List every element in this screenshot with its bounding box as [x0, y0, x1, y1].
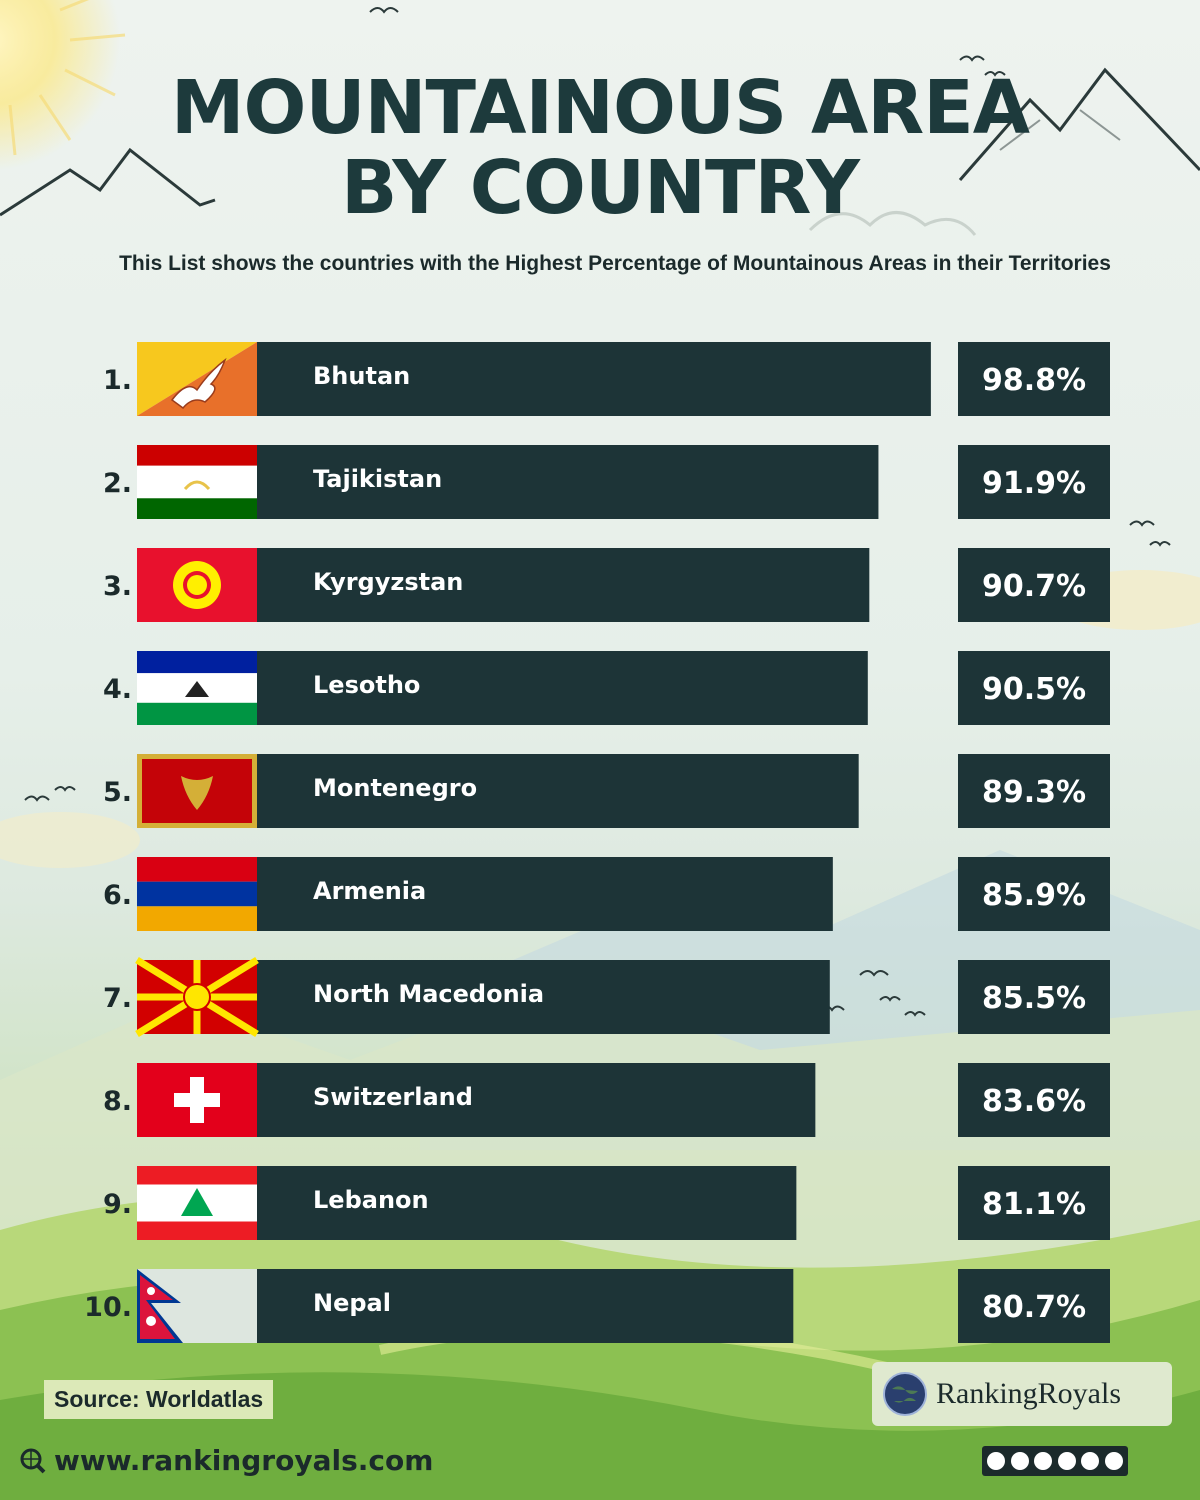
mountain-line-left — [0, 147, 216, 217]
category-label: North Macedonia — [313, 980, 544, 1008]
armenia-flag — [137, 857, 257, 931]
category-label: Lesotho — [313, 671, 420, 699]
rank-label: 4. — [103, 674, 132, 705]
north-macedonia-flag — [135, 957, 259, 1037]
chart-row: 9. Lebanon 81.1% — [103, 1166, 1110, 1240]
montenegro-flag — [137, 754, 257, 828]
chart-row: 4. Lesotho 90.5% — [103, 651, 1110, 725]
globe-logo-icon — [883, 1372, 927, 1416]
chart-row: 7. North Macedonia 85.5% — [103, 957, 1110, 1037]
data-label: 80.7% — [982, 1290, 1086, 1325]
data-label: 90.5% — [982, 672, 1086, 707]
lesotho-flag — [137, 651, 257, 725]
value-box — [958, 342, 1110, 416]
mountain-line-right — [958, 67, 1200, 181]
facebook-icon[interactable] — [987, 1452, 1006, 1470]
globe-search-icon — [20, 1448, 46, 1473]
chart-row: 8. Switzerland 83.6% — [103, 1063, 1110, 1137]
category-label: Tajikistan — [313, 465, 442, 493]
data-label: 85.9% — [982, 878, 1086, 913]
rank-label: 7. — [103, 983, 132, 1014]
website-url[interactable]: www.rankingroyals.com — [54, 1444, 434, 1477]
value-box — [958, 1063, 1110, 1137]
data-label: 83.6% — [982, 1084, 1086, 1119]
rank-label: 3. — [103, 571, 132, 602]
bhutan-flag — [137, 342, 257, 416]
bar — [257, 548, 870, 622]
rank-label: 6. — [103, 880, 132, 911]
category-label: Lebanon — [313, 1186, 429, 1214]
kyrgyzstan-flag — [137, 548, 257, 622]
pinterest-icon[interactable] — [1081, 1452, 1100, 1470]
brand-badge: RankingRoyals — [872, 1362, 1172, 1426]
sun-rays — [8, 0, 126, 156]
lebanon-flag — [137, 1166, 257, 1240]
threads-icon[interactable] — [1104, 1452, 1123, 1470]
source-label: Source: Worldatlas — [44, 1380, 274, 1419]
bar — [257, 651, 868, 725]
tiktok-icon[interactable] — [1034, 1452, 1053, 1470]
bar — [257, 1063, 816, 1137]
cloud-left — [0, 812, 140, 868]
value-box — [958, 651, 1110, 725]
youtube-icon[interactable] — [1057, 1452, 1076, 1470]
category-label: Montenegro — [313, 774, 477, 802]
value-box — [958, 857, 1110, 931]
rank-label: 9. — [103, 1189, 132, 1220]
chart-row: 3. Kyrgyzstan 90.7% — [103, 548, 1110, 622]
sun-glow — [0, 0, 120, 170]
data-label: 98.8% — [982, 363, 1086, 398]
hill-front — [0, 1372, 1200, 1500]
social-links — [982, 1446, 1128, 1476]
data-label: 91.9% — [982, 466, 1086, 501]
value-box — [958, 548, 1110, 622]
data-label: 89.3% — [982, 775, 1086, 810]
bar — [257, 857, 833, 931]
bar — [257, 1166, 797, 1240]
data-label: 85.5% — [982, 981, 1086, 1016]
website-link[interactable]: www.rankingroyals.com — [20, 1444, 433, 1477]
rank-label: 5. — [103, 777, 132, 808]
bar — [257, 1269, 794, 1343]
rank-label: 10. — [84, 1292, 132, 1323]
category-label: Bhutan — [313, 362, 410, 390]
bar — [257, 445, 879, 519]
bar — [257, 342, 931, 416]
instagram-icon[interactable] — [1010, 1452, 1029, 1470]
category-label: Switzerland — [313, 1083, 473, 1111]
brand-name: RankingRoyals — [936, 1377, 1121, 1410]
chart-title-line2: BY COUNTRY — [341, 145, 860, 231]
cloud-outline — [808, 211, 977, 236]
value-box — [958, 960, 1110, 1034]
chart-row: 10. Nepal 80.7% — [84, 1269, 1110, 1343]
chart-title-line1: MOUNTAINOUS AREA — [170, 65, 1030, 151]
value-box — [958, 445, 1110, 519]
value-box — [958, 1166, 1110, 1240]
nepal-flag — [137, 1269, 257, 1343]
bar — [257, 754, 859, 828]
rank-label: 1. — [103, 365, 132, 396]
chart-row: 2. Tajikistan 91.9% — [103, 445, 1110, 519]
rank-label: 2. — [103, 468, 132, 499]
data-label: 81.1% — [982, 1187, 1086, 1222]
chart-subtitle: This List shows the countries with the H… — [119, 252, 1111, 275]
category-label: Nepal — [313, 1289, 391, 1317]
data-label: 90.7% — [982, 569, 1086, 604]
category-label: Armenia — [313, 877, 426, 905]
birds — [24, 7, 1171, 1017]
chart-row: 5. Montenegro 89.3% — [103, 754, 1110, 828]
switzerland-flag — [137, 1063, 257, 1137]
tajikistan-flag — [137, 445, 257, 519]
chart-row: 1. Bhutan 98.8% — [103, 342, 1110, 416]
rank-label: 8. — [103, 1086, 132, 1117]
chart-row: 6. Armenia 85.9% — [103, 857, 1110, 931]
category-label: Kyrgyzstan — [313, 568, 463, 596]
value-box — [958, 754, 1110, 828]
bar — [257, 960, 830, 1034]
value-box — [958, 1269, 1110, 1343]
